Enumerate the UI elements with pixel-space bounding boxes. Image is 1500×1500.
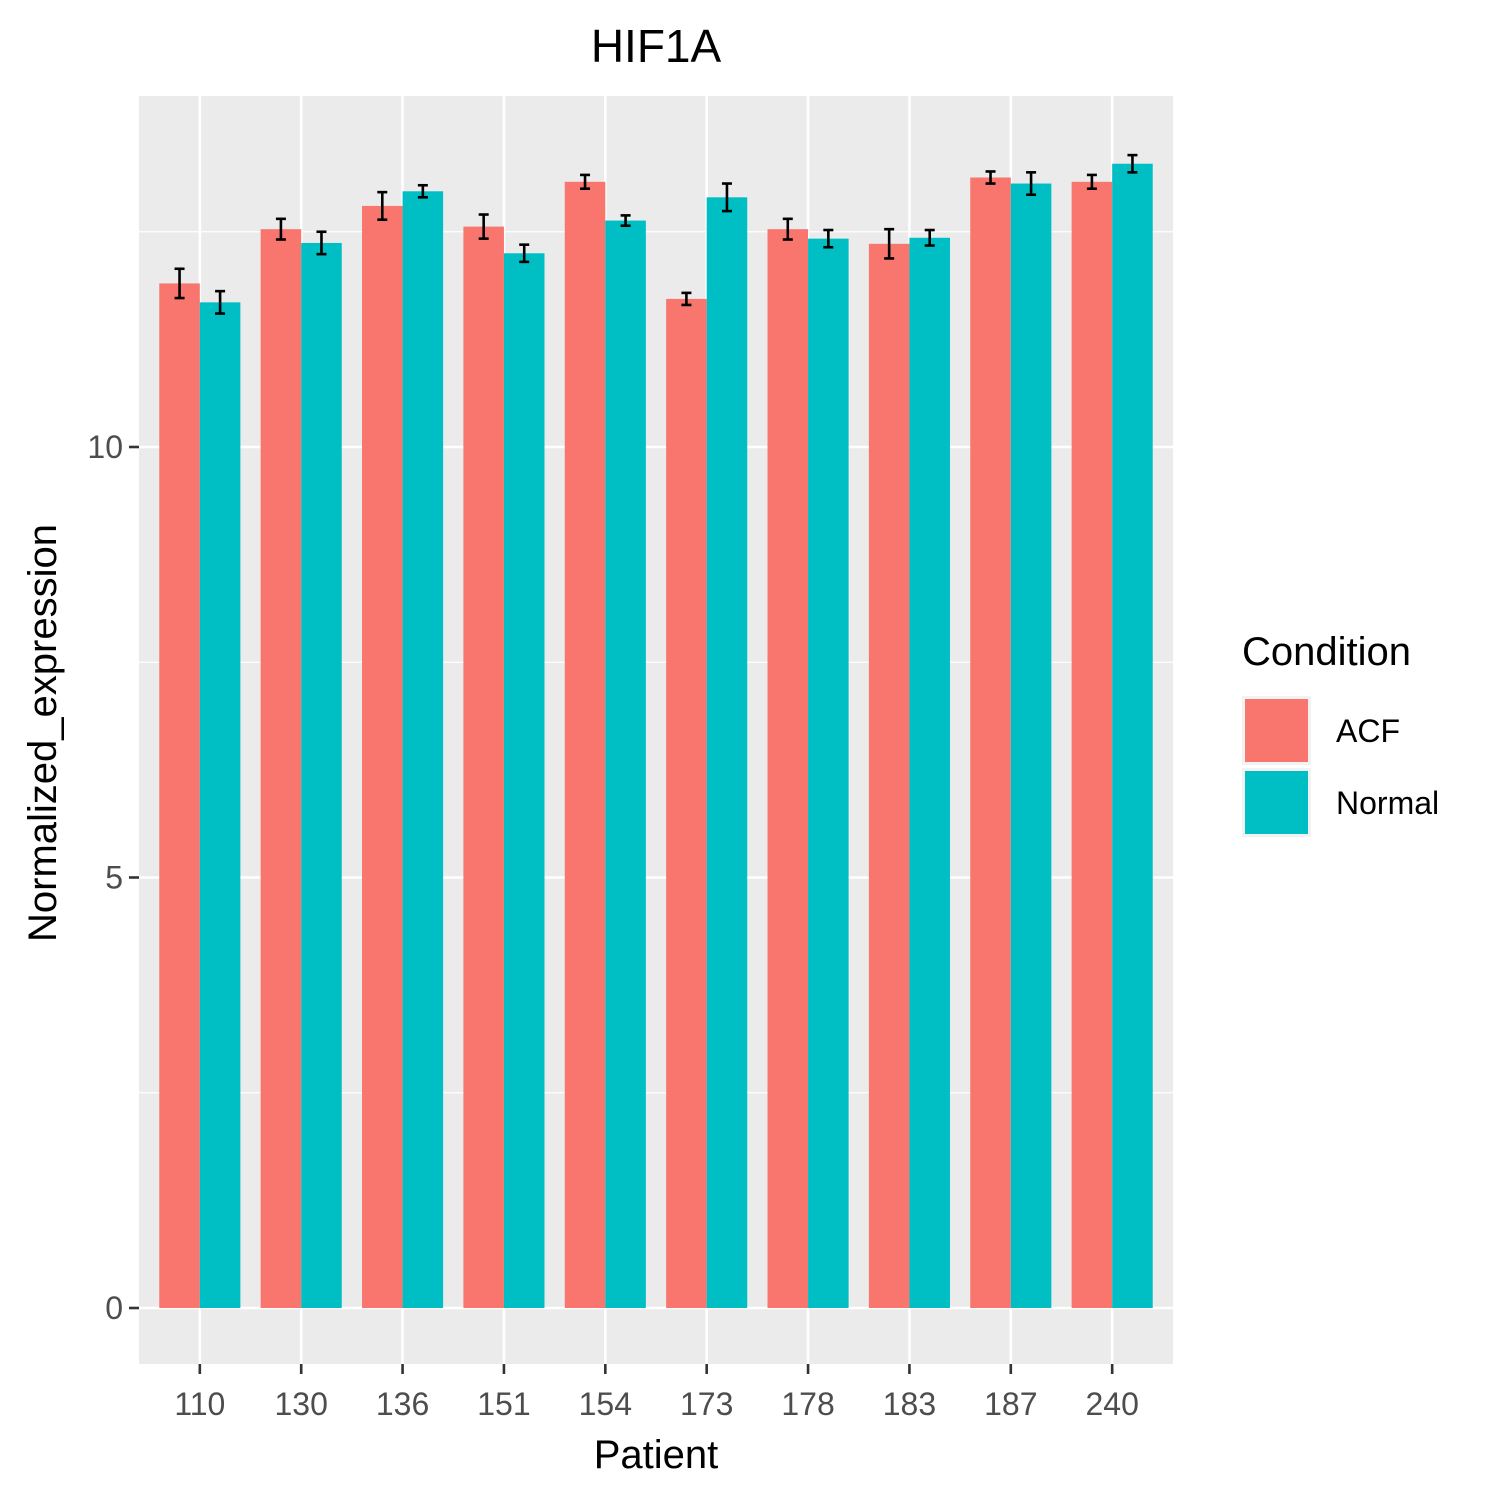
error-bar xyxy=(1026,171,1037,197)
error-bar xyxy=(985,170,996,185)
error-bar xyxy=(580,173,591,190)
x-tick-label: 183 xyxy=(883,1386,936,1422)
bar-normal-136 xyxy=(402,191,444,1309)
bar-acf-154 xyxy=(564,181,606,1308)
error-bar xyxy=(215,289,226,315)
bar-normal-154 xyxy=(605,220,646,1308)
error-bar xyxy=(1127,153,1138,174)
legend: Condition ACF Normal xyxy=(1242,630,1439,837)
bar-acf-183 xyxy=(868,243,910,1309)
bar-normal-130 xyxy=(301,242,342,1308)
error-bar xyxy=(620,214,631,228)
legend-swatch xyxy=(1245,771,1308,834)
bar-normal-240 xyxy=(1112,163,1153,1309)
bar-acf-130 xyxy=(260,229,302,1309)
error-bar xyxy=(721,182,732,213)
bar-acf-178 xyxy=(767,229,809,1309)
x-tick-label: 130 xyxy=(275,1386,328,1422)
bar-acf-151 xyxy=(463,226,504,1309)
x-tick-label: 187 xyxy=(984,1386,1037,1422)
bar-normal-178 xyxy=(808,238,849,1309)
x-tick-label: 154 xyxy=(579,1386,632,1422)
bar-normal-187 xyxy=(1010,183,1052,1309)
error-bar xyxy=(377,190,388,221)
error-bar xyxy=(519,243,530,264)
error-bar xyxy=(275,217,286,241)
bar-normal-173 xyxy=(706,197,748,1308)
error-bar xyxy=(174,267,185,300)
error-bar xyxy=(1086,173,1097,190)
error-bar xyxy=(681,291,692,307)
x-axis-title: Patient xyxy=(594,1433,719,1477)
y-tick-label: 0 xyxy=(105,1290,123,1326)
bar-normal-110 xyxy=(199,302,241,1308)
error-bar xyxy=(884,227,895,260)
x-tick-label: 178 xyxy=(781,1386,834,1422)
error-bar xyxy=(316,230,327,256)
x-tick-label: 240 xyxy=(1085,1386,1138,1422)
x-tick-label: 136 xyxy=(376,1386,429,1422)
legend-item-acf: ACF xyxy=(1242,696,1400,765)
bar-acf-173 xyxy=(666,298,707,1309)
bar-acf-240 xyxy=(1071,181,1113,1308)
error-bar xyxy=(782,217,793,241)
error-bar xyxy=(417,183,428,199)
error-bar xyxy=(823,228,834,249)
bars xyxy=(159,163,1153,1309)
legend-item-normal: Normal xyxy=(1242,768,1439,837)
bar-normal-151 xyxy=(503,253,545,1308)
bar-acf-187 xyxy=(970,177,1011,1309)
error-bar xyxy=(924,228,935,247)
y-axis-title: Normalized_expression xyxy=(21,524,65,942)
legend-label: ACF xyxy=(1336,713,1400,749)
bar-normal-183 xyxy=(909,237,950,1309)
bar-acf-136 xyxy=(362,205,403,1308)
y-axis: 0 5 10 xyxy=(87,429,139,1326)
chart-title: HIF1A xyxy=(591,20,722,72)
y-tick-label: 5 xyxy=(105,860,123,896)
error-bars xyxy=(174,153,1138,315)
error-bar xyxy=(478,213,489,240)
x-tick-label: 173 xyxy=(680,1386,733,1422)
bar-acf-110 xyxy=(159,283,200,1308)
legend-label: Normal xyxy=(1336,785,1439,821)
legend-swatch xyxy=(1245,699,1308,762)
x-axis: 110 130 136 151 154 173 178 183 187 240 xyxy=(174,1364,1139,1422)
x-tick-label: 151 xyxy=(477,1386,530,1422)
legend-title: Condition xyxy=(1242,630,1411,674)
x-tick-label: 110 xyxy=(174,1386,225,1422)
y-tick-label: 10 xyxy=(87,429,123,465)
